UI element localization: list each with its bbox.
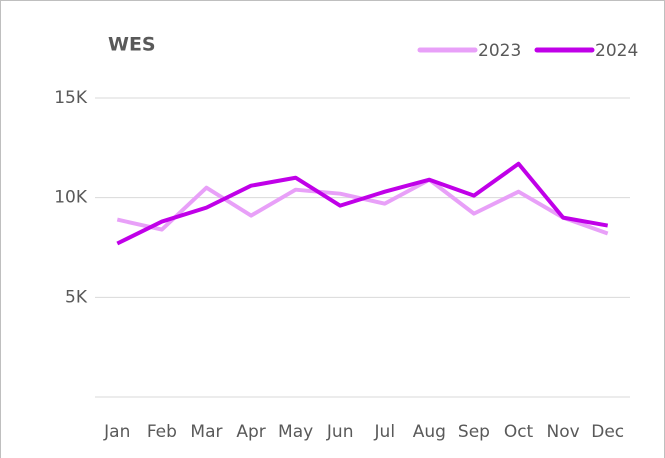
y-tick-label: 10K <box>54 188 88 208</box>
x-tick-label: Mar <box>190 422 222 442</box>
x-tick-label: Aug <box>413 422 446 442</box>
y-tick-label: 5K <box>65 287 88 307</box>
x-tick-label: Feb <box>147 422 177 442</box>
x-tick-label: Apr <box>236 422 265 442</box>
x-tick-label: Jan <box>103 422 130 442</box>
legend-label: 2024 <box>595 41 638 61</box>
legend-label: 2023 <box>478 41 521 61</box>
chart-title: WES <box>108 34 156 56</box>
x-tick-label: Jun <box>326 422 354 442</box>
x-tick-label: May <box>278 422 313 442</box>
x-tick-label: Sep <box>458 422 490 442</box>
x-tick-label: Nov <box>547 422 580 442</box>
x-tick-label: Oct <box>504 422 534 442</box>
line-series <box>116 161 609 246</box>
x-tick-label: Jul <box>374 422 396 442</box>
y-tick-label: 15K <box>54 88 88 108</box>
x-tick-label: Dec <box>591 422 624 442</box>
